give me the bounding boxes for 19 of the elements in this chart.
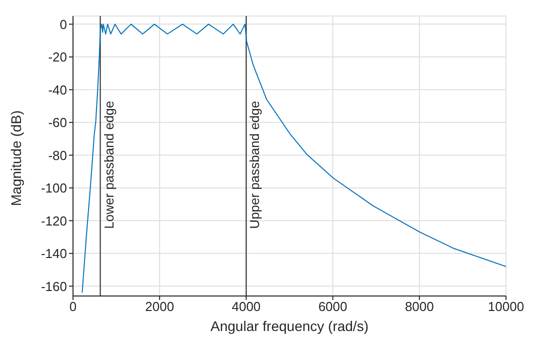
y-tick-label: -80 (48, 148, 67, 163)
y-axis-title: Magnitude (dB) (8, 110, 24, 206)
x-tick-label: 8000 (404, 299, 434, 314)
ref-line-label: Lower passband edge (101, 100, 116, 229)
y-tick-label: -120 (40, 213, 67, 228)
x-tick-label: 2000 (145, 299, 174, 314)
x-tick-label: 10000 (488, 299, 524, 314)
x-tick-label: 0 (69, 299, 77, 314)
ref-line-label: Upper passband edge (247, 100, 262, 229)
y-tick-label: -140 (40, 246, 67, 262)
y-tick-label: -20 (48, 50, 67, 65)
x-tick-label: 6000 (318, 299, 348, 314)
y-tick-label: -60 (48, 115, 67, 130)
x-axis-title: Angular frequency (rad/s) (210, 318, 368, 334)
y-tick-label: 0 (60, 16, 67, 32)
x-tick-label: 4000 (232, 299, 261, 314)
y-tick-label: -100 (40, 180, 67, 196)
y-tick-label: -160 (40, 278, 67, 294)
y-tick-label: -40 (48, 82, 67, 98)
